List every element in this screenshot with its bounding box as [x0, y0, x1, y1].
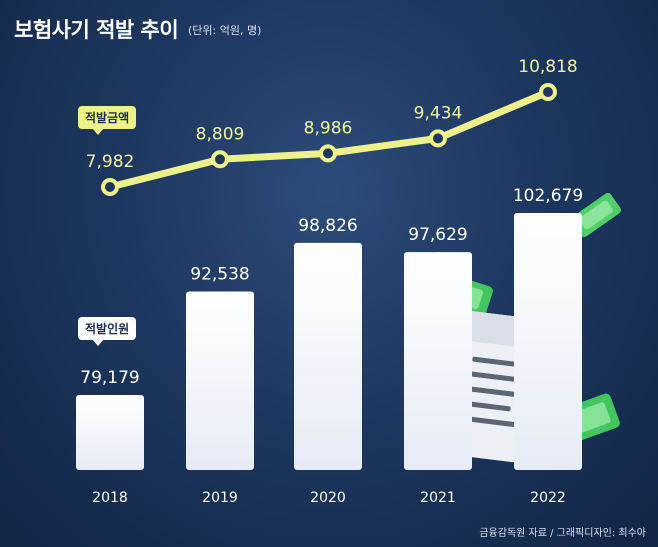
bar-2022: [514, 213, 582, 470]
bar-value-label-2019: 92,538: [190, 265, 249, 285]
line-point-2018: [101, 178, 119, 196]
bar-2020: [294, 242, 362, 470]
line-value-label-2020: 8,986: [304, 118, 353, 138]
bar-value-label-2021: 97,629: [408, 225, 467, 245]
x-tick-label-2021: 2021: [420, 490, 456, 506]
bar-2018: [76, 395, 144, 470]
line-value-label-2018: 7,982: [86, 152, 135, 172]
line-point-2022: [539, 83, 557, 101]
line-value-label-2019: 8,809: [196, 124, 245, 144]
chart-title: 보험사기 적발 추이: [14, 18, 179, 42]
x-tick-label-2018: 2018: [92, 490, 128, 506]
bar-2021: [404, 252, 472, 470]
line-point-2020: [319, 144, 337, 163]
bar-series-tag: 적발인원: [78, 317, 137, 346]
line-point-2019: [211, 150, 229, 169]
line-point-2021: [429, 129, 447, 148]
line-series-tag: 적발금액: [78, 106, 137, 135]
amount-line: [106, 88, 552, 191]
source-note: 금융감독원 자료 / 그래픽디자인: 최수아: [479, 528, 646, 539]
bar-value-label-2022: 102,679: [513, 186, 583, 206]
bar-2019: [186, 291, 254, 470]
x-tick-label-2020: 2020: [310, 490, 346, 506]
line-value-label-2022: 10,818: [518, 57, 577, 77]
unit-note: (단위: 억원, 명): [188, 24, 262, 37]
line-value-label-2021: 9,434: [414, 103, 463, 123]
x-tick-label-2022: 2022: [530, 490, 566, 506]
bar-value-label-2018: 79,179: [80, 368, 139, 388]
x-tick-label-2019: 2019: [202, 490, 238, 506]
bar-value-label-2020: 98,826: [298, 216, 357, 236]
